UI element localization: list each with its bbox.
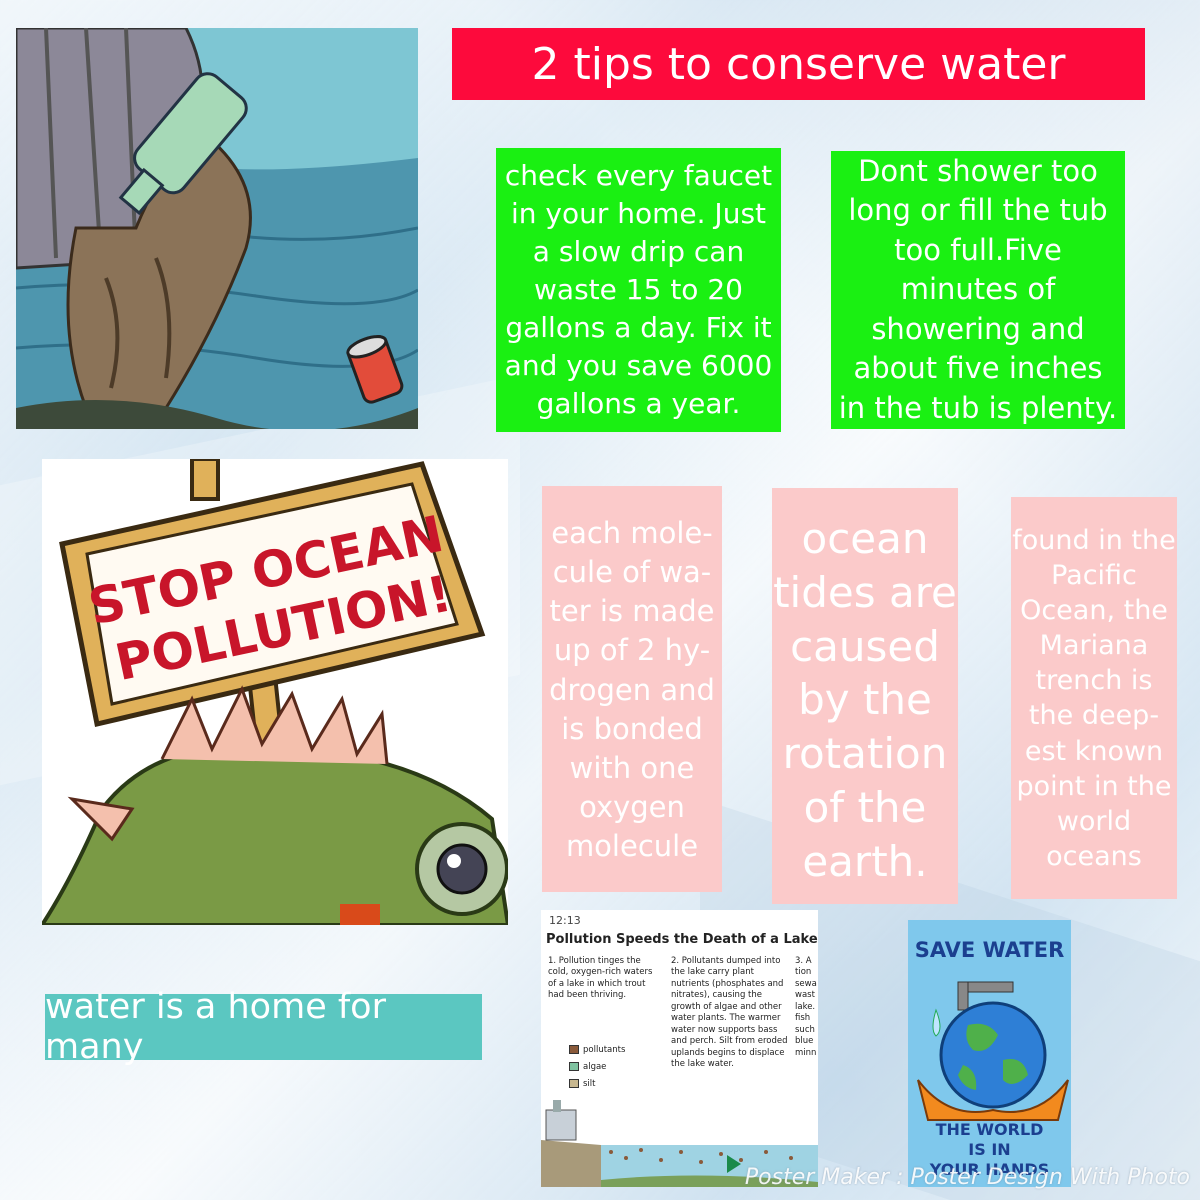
legend-pollutants-label: pollutants bbox=[583, 1045, 626, 1055]
tip-shower: Dont shower too long or fill the tub too… bbox=[831, 151, 1125, 429]
tip-faucet: check every faucet in your home. Just a … bbox=[496, 148, 781, 432]
lake-pollution-screenshot: 12:13 Pollution Speeds the Death of a La… bbox=[541, 910, 818, 1187]
legend-silt-label: silt bbox=[583, 1079, 596, 1089]
fact-water-molecule-text: each mole-cule of wa-ter is made up of 2… bbox=[549, 516, 715, 864]
screenshot-col-3: 3. A tion sewa wast lake. fish such blue… bbox=[795, 956, 817, 1058]
poster-bottom-line-2: IS IN bbox=[968, 1140, 1011, 1159]
legend-algae-label: algae bbox=[583, 1062, 607, 1072]
status-time: 12:13 bbox=[549, 914, 581, 927]
fact-ocean-tides: ocean tides are caused by the rotation o… bbox=[772, 488, 958, 904]
poster-top-text: SAVE WATER bbox=[914, 938, 1065, 962]
fact-mariana-trench-text: found in the Pacific Ocean, the Mariana … bbox=[1012, 525, 1176, 872]
screenshot-col-2: 2. Pollutants dumped into the lake carry… bbox=[671, 956, 788, 1070]
legend-silt: silt bbox=[569, 1076, 625, 1093]
save-water-poster: SAVE WATER THE WORLD IS IN YOUR HANDS bbox=[908, 920, 1071, 1187]
pipe-pollution-image bbox=[16, 28, 418, 429]
screenshot-legend: pollutants algae silt bbox=[569, 1042, 625, 1093]
poster-bottom-line-1: THE WORLD bbox=[935, 1120, 1044, 1139]
caption-water-home: water is a home for many bbox=[45, 987, 482, 1067]
app-watermark: Poster Maker : Poster Design With Photo bbox=[744, 1165, 1190, 1190]
screenshot-col-1: 1. Pollution tinges the cold, oxygen-ric… bbox=[548, 956, 653, 1001]
fact-mariana-trench: found in the Pacific Ocean, the Mariana … bbox=[1011, 497, 1177, 899]
legend-pollutants: pollutants bbox=[569, 1042, 625, 1059]
poster-bottom-line-3: YOUR HANDS bbox=[929, 1160, 1050, 1179]
screenshot-heading: Pollution Speeds the Death of a Lake bbox=[546, 932, 818, 947]
legend-algae: algae bbox=[569, 1059, 625, 1076]
page-title: 2 tips to conserve water bbox=[452, 28, 1145, 100]
stop-ocean-pollution-image: STOP OCEAN POLLUTION! bbox=[42, 459, 508, 925]
fact-water-molecule: each mole-cule of wa-ter is made up of 2… bbox=[542, 486, 722, 892]
fact-ocean-tides-text: ocean tides are caused by the rotation o… bbox=[773, 514, 957, 886]
